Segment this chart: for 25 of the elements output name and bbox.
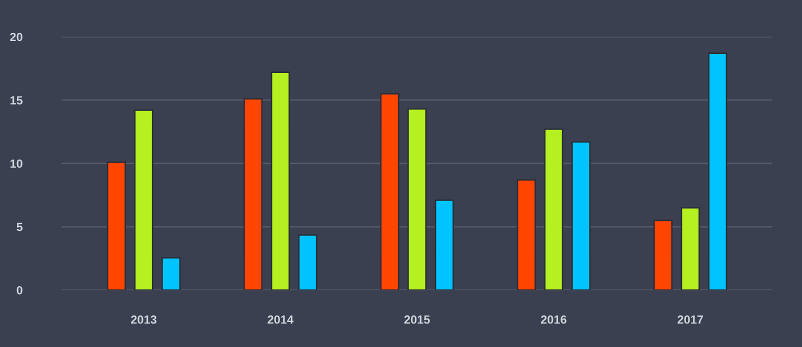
bar <box>516 179 536 290</box>
y-tick-label: 0 <box>16 286 22 294</box>
bar <box>298 234 318 290</box>
bar <box>680 207 700 290</box>
x-tick-label: 2014 <box>268 315 294 324</box>
y-tick-label: 20 <box>10 32 22 42</box>
x-tick-label: 2015 <box>404 315 430 324</box>
bar <box>161 257 181 290</box>
bar <box>708 52 728 290</box>
x-tick-label: 2017 <box>678 315 703 324</box>
bar <box>380 93 400 290</box>
bar <box>571 141 591 290</box>
bar <box>407 108 427 290</box>
bar <box>106 161 126 290</box>
bar <box>434 199 454 290</box>
y-tick-label: 5 <box>16 222 23 232</box>
y-tick-label: 15 <box>10 96 23 105</box>
bar <box>653 220 673 290</box>
bar <box>544 128 564 290</box>
x-tick-label: 2013 <box>131 315 156 324</box>
bar <box>134 110 154 290</box>
bar <box>243 98 263 290</box>
x-tick-label: 2016 <box>540 315 566 324</box>
y-tick-label: 10 <box>10 159 22 168</box>
bar <box>270 72 290 290</box>
